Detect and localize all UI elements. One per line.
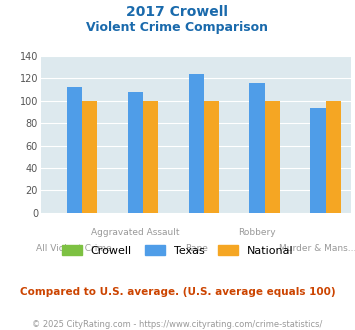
Bar — [143, 101, 158, 213]
Bar — [127, 92, 143, 213]
Bar — [310, 108, 326, 213]
Bar — [82, 101, 97, 213]
Bar — [204, 101, 219, 213]
Legend: Crowell, Texas, National: Crowell, Texas, National — [57, 241, 298, 260]
Bar — [250, 83, 265, 213]
Text: Rape: Rape — [185, 244, 208, 253]
Text: 2017 Crowell: 2017 Crowell — [126, 5, 229, 19]
Bar — [189, 74, 204, 213]
Bar — [67, 87, 82, 213]
Bar — [265, 101, 280, 213]
Text: Compared to U.S. average. (U.S. average equals 100): Compared to U.S. average. (U.S. average … — [20, 287, 335, 297]
Text: Violent Crime Comparison: Violent Crime Comparison — [87, 21, 268, 34]
Bar — [326, 101, 341, 213]
Text: © 2025 CityRating.com - https://www.cityrating.com/crime-statistics/: © 2025 CityRating.com - https://www.city… — [32, 320, 323, 329]
Text: Murder & Mans...: Murder & Mans... — [279, 244, 355, 253]
Text: Robbery: Robbery — [238, 228, 276, 237]
Text: All Violent Crime: All Violent Crime — [37, 244, 112, 253]
Text: Aggravated Assault: Aggravated Assault — [91, 228, 180, 237]
